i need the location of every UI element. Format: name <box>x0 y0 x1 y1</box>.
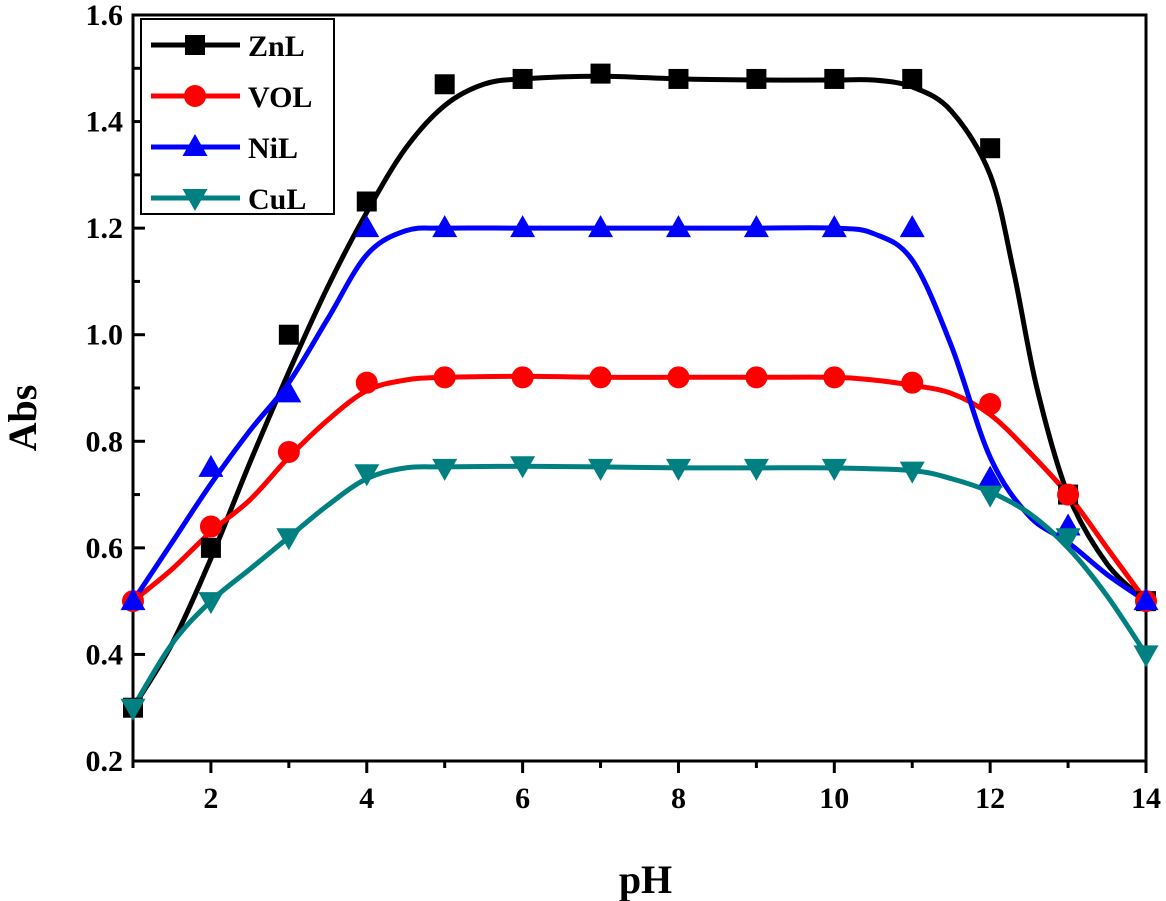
vol-data-point <box>355 371 378 394</box>
znl-data-point <box>980 138 1001 159</box>
x-tick-label: 10 <box>819 782 849 815</box>
nil-data-point <box>1133 588 1159 611</box>
cul-data-point <box>510 456 536 479</box>
znl-data-point <box>668 68 689 89</box>
y-tick-label: 0.6 <box>86 532 124 565</box>
nil-data-point <box>354 215 380 238</box>
cul-data-point <box>354 464 380 487</box>
legend-marker-cul <box>182 189 208 211</box>
cul-data-point <box>120 698 146 721</box>
y-tick-label: 1.6 <box>86 0 124 32</box>
legend-label-znl: ZnL <box>248 30 305 63</box>
znl-fit-line <box>130 73 1148 710</box>
nil-fit-line <box>130 225 1148 604</box>
vol-data-point <box>1057 483 1080 506</box>
znl-data-point <box>278 324 299 345</box>
legend: ZnL VOL NiL CuL <box>140 18 335 216</box>
cul-data-point <box>977 485 1003 508</box>
cul-data-point <box>276 528 302 551</box>
znl-data-point <box>590 63 611 84</box>
vol-data-point <box>199 515 222 538</box>
cul-data-point <box>198 592 224 615</box>
vol-data-point <box>511 366 534 389</box>
nil-data-point <box>743 215 769 238</box>
legend-label-cul: CuL <box>248 183 306 216</box>
legend-marker-znl <box>185 35 205 55</box>
vol-data-point <box>433 366 456 389</box>
y-axis-title: Abs <box>0 385 45 452</box>
cul-data-point <box>1133 645 1159 668</box>
nil-data-point <box>198 454 224 477</box>
y-tick-label: 1.4 <box>86 106 124 139</box>
vol-data-point <box>589 366 612 389</box>
legend-marker-vol <box>184 85 206 107</box>
vol-data-point <box>823 366 846 389</box>
vol-data-point <box>667 366 690 389</box>
znl-data-point <box>746 68 767 89</box>
znl-data-point <box>356 191 377 212</box>
cul-data-point <box>588 458 614 481</box>
y-tick-label: 0.8 <box>86 425 124 458</box>
y-tick-label: 1.2 <box>86 212 124 245</box>
znl-data-point <box>512 68 533 89</box>
nil-data-point <box>665 215 691 238</box>
y-tick-label: 0.2 <box>86 745 124 778</box>
legend-label-vol: VOL <box>248 81 312 114</box>
nil-data-point <box>120 588 146 611</box>
nil-data-point <box>276 380 302 403</box>
cul-data-point <box>899 461 925 484</box>
cul-data-point <box>432 458 458 481</box>
nil-data-point <box>432 215 458 238</box>
vol-data-point <box>745 366 768 389</box>
znl-data-point <box>200 537 221 558</box>
nil-data-point <box>588 215 614 238</box>
data-markers <box>120 63 1159 721</box>
cul-data-point <box>665 458 691 481</box>
x-tick-label: 4 <box>359 782 374 815</box>
y-tick-label: 0.4 <box>86 638 124 671</box>
znl-data-point <box>824 68 845 89</box>
y-tick-label: 1.0 <box>86 319 124 352</box>
vol-fit-line <box>131 373 1149 604</box>
cul-fit-line <box>130 463 1149 710</box>
x-tick-label: 6 <box>515 782 530 815</box>
znl-data-point <box>902 68 923 89</box>
x-tick-label: 14 <box>1131 782 1161 815</box>
x-tick-label: 8 <box>671 782 686 815</box>
nil-data-point <box>821 215 847 238</box>
vol-data-point <box>979 392 1002 415</box>
x-tick-label: 12 <box>975 782 1005 815</box>
cul-data-point <box>821 458 847 481</box>
nil-data-point <box>899 215 925 238</box>
x-tick-label: 2 <box>203 782 218 815</box>
legend-box <box>140 18 335 215</box>
vol-data-point <box>277 440 300 463</box>
cul-data-point <box>1055 528 1081 551</box>
legend-marker-nil <box>182 134 208 156</box>
znl-data-point <box>434 74 455 95</box>
cul-data-point <box>743 458 769 481</box>
x-axis-title: pH <box>619 857 672 901</box>
nil-data-point <box>977 465 1003 488</box>
legend-label-nil: NiL <box>248 132 298 165</box>
vol-data-point <box>901 371 924 394</box>
nil-data-point <box>510 215 536 238</box>
